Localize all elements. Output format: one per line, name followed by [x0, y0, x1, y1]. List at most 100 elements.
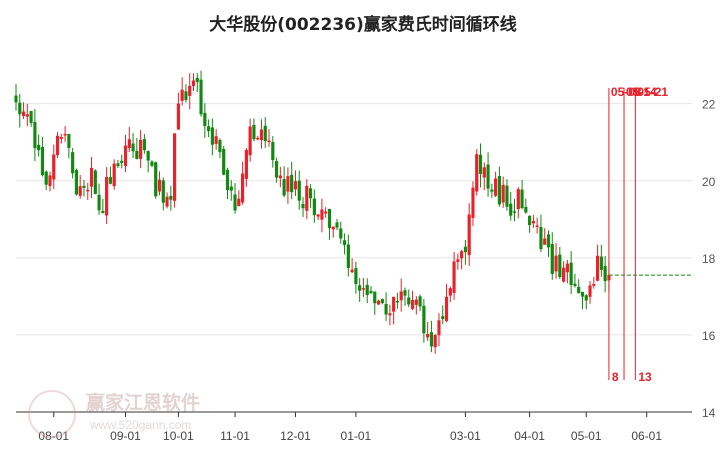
watermark: 赢家江恩软件 www.520gann.com [28, 384, 228, 440]
candle-body [565, 263, 569, 273]
x-tick-label: 12-01 [280, 429, 311, 443]
candle-body [33, 122, 37, 149]
candle-body [252, 124, 256, 140]
candle-body [422, 305, 426, 334]
candle-body [267, 140, 271, 143]
candle-body [365, 284, 369, 296]
candle-body [528, 215, 532, 226]
candle-body [297, 180, 301, 201]
candle-body [475, 154, 479, 192]
candle-body [354, 268, 358, 284]
candle-body [316, 214, 320, 217]
candle-body [218, 139, 222, 153]
candle-body [210, 127, 214, 145]
candle-body [456, 259, 460, 262]
candle-body [324, 211, 328, 214]
candle-body [293, 181, 298, 190]
watermark-logo-icon [28, 390, 76, 438]
cycle-line-top-label: 05-21 [637, 85, 668, 99]
candle-body [71, 152, 75, 174]
candle-body [524, 207, 528, 213]
candle-body [184, 91, 188, 100]
candle-body [199, 79, 203, 115]
candle-body [512, 211, 517, 213]
candle-body [426, 334, 430, 338]
candle-body [63, 134, 67, 136]
candle-body [486, 164, 490, 189]
candle-body [305, 185, 309, 211]
candle-body [14, 95, 18, 103]
y-tick-label: 14 [702, 406, 716, 420]
cycle-line-bottom-label: 13 [638, 370, 652, 384]
candle-body [603, 266, 607, 282]
y-tick-label: 22 [702, 98, 716, 112]
candle-body [448, 288, 452, 296]
candle-body [225, 169, 230, 191]
candle-body [248, 126, 252, 156]
candle-body [361, 288, 366, 290]
candle-body [444, 296, 449, 322]
candle-body [384, 303, 388, 315]
candle-body [550, 244, 554, 274]
candle-body [509, 203, 513, 216]
candle-body [373, 291, 377, 304]
candle-body [275, 161, 279, 178]
candle-body [460, 251, 464, 259]
candle-body [392, 296, 396, 312]
candle-body [490, 189, 494, 192]
candle-body [407, 297, 411, 305]
candle-body [154, 162, 158, 197]
candle-body [399, 291, 403, 301]
candle-body [369, 290, 373, 294]
x-tick-label: 06-01 [631, 429, 662, 443]
candle-body [546, 234, 551, 248]
candle-body [173, 133, 177, 201]
candle-body [437, 320, 441, 336]
candle-body [48, 175, 52, 186]
watermark-name: 赢家江恩软件 [86, 392, 201, 414]
candle-body [86, 189, 90, 192]
candle-body [429, 332, 433, 347]
candle-body [150, 161, 154, 166]
candle-body [441, 316, 445, 320]
candle-body [471, 187, 475, 218]
candle-body [554, 255, 558, 272]
candle-body [21, 111, 26, 117]
candle-body [259, 129, 264, 141]
candle-body [256, 137, 260, 140]
candle-body [350, 269, 354, 273]
x-tick-label: 10-01 [163, 429, 194, 443]
candle-body [376, 300, 381, 305]
candle-body [346, 244, 350, 268]
candle-body [467, 214, 471, 256]
candle-body [105, 177, 109, 216]
candle-body [531, 221, 535, 224]
candle-body [18, 102, 22, 115]
candle-body [414, 299, 418, 305]
candle-body [501, 184, 505, 203]
candle-body [116, 163, 120, 167]
x-tick-label: 04-01 [514, 429, 545, 443]
candle-body [74, 169, 78, 195]
candle-body [535, 225, 539, 227]
candle-body [410, 300, 415, 309]
candle-body [37, 144, 41, 151]
candle-body [135, 150, 139, 160]
candle-body [222, 148, 226, 175]
candle-body [101, 210, 105, 214]
watermark-url: www.520gann.com [90, 418, 192, 432]
candle-body [188, 85, 192, 96]
candle-body [214, 136, 218, 144]
cycle-line-bottom-label: 8 [612, 370, 619, 384]
candle-body [263, 125, 267, 142]
candle-body [59, 137, 63, 139]
candle-body [494, 178, 498, 196]
candle-body [569, 262, 573, 285]
candle-body [380, 299, 384, 303]
candle-body [278, 175, 282, 179]
candle-body [562, 267, 566, 282]
candle-body [577, 286, 581, 294]
candle-body [161, 180, 165, 203]
candle-body [505, 185, 509, 207]
candle-body [237, 198, 241, 207]
